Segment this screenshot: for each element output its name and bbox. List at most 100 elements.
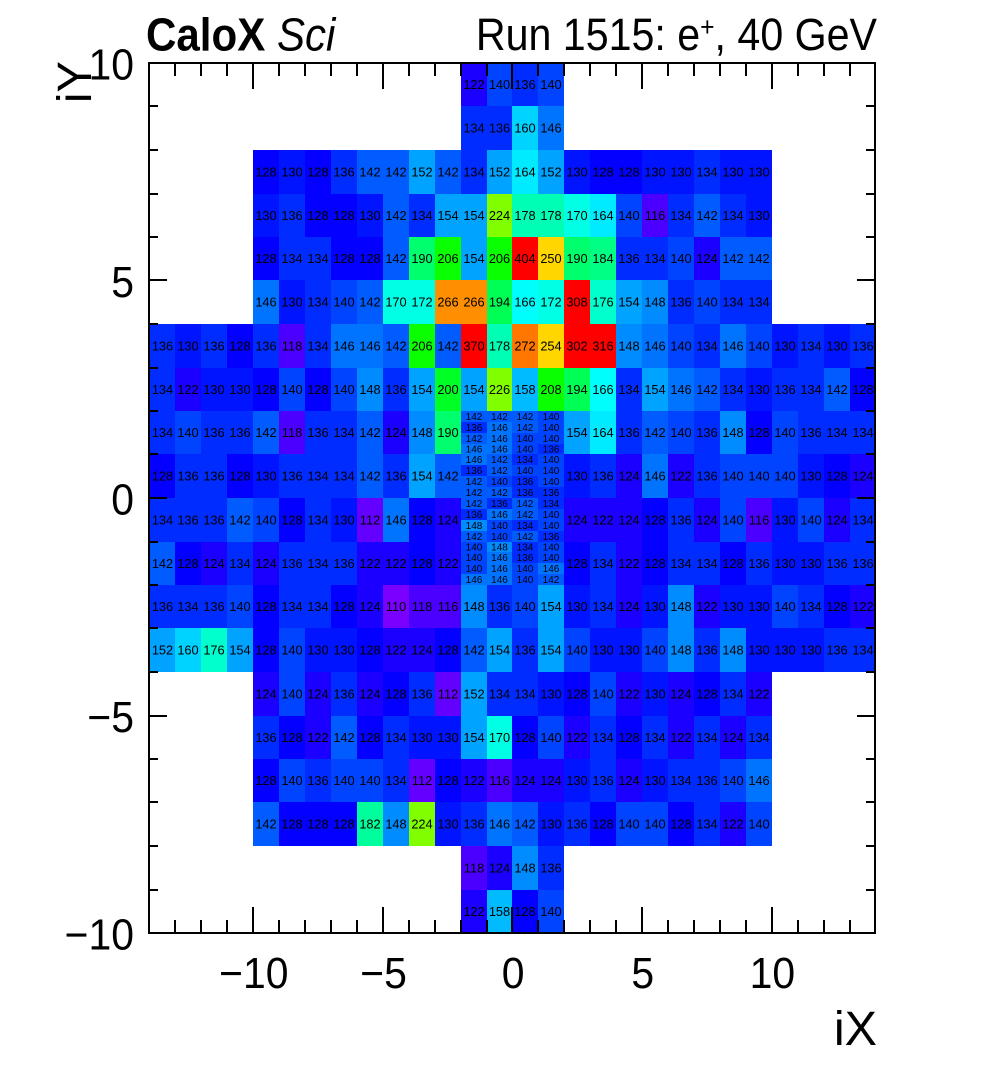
svg-text:140: 140 [540, 730, 561, 745]
svg-text:302: 302 [566, 338, 587, 353]
svg-text:154: 154 [411, 468, 432, 483]
svg-text:152: 152 [463, 686, 484, 701]
svg-text:176: 176 [592, 294, 613, 309]
svg-text:124: 124 [540, 773, 561, 788]
svg-text:124: 124 [255, 556, 276, 571]
svg-text:190: 190 [437, 425, 458, 440]
svg-text:146: 146 [748, 773, 769, 788]
svg-text:128: 128 [152, 468, 173, 483]
svg-text:140: 140 [255, 512, 276, 527]
svg-text:128: 128 [255, 164, 276, 179]
svg-text:224: 224 [411, 816, 432, 831]
svg-text:266: 266 [437, 294, 458, 309]
svg-text:146: 146 [491, 444, 508, 455]
svg-text:152: 152 [152, 642, 173, 657]
svg-text:122: 122 [177, 382, 198, 397]
svg-text:130: 130 [644, 164, 665, 179]
svg-text:136: 136 [618, 251, 639, 266]
svg-text:130: 130 [229, 382, 250, 397]
svg-text:146: 146 [466, 575, 483, 586]
svg-text:146: 146 [644, 338, 665, 353]
svg-text:250: 250 [540, 251, 561, 266]
svg-text:142: 142 [359, 164, 380, 179]
svg-text:142: 142 [466, 412, 483, 423]
svg-text:134: 134 [696, 730, 717, 745]
svg-text:134: 134 [696, 164, 717, 179]
svg-text:134: 134 [592, 730, 613, 745]
svg-text:136: 136 [489, 599, 510, 614]
svg-text:142: 142 [437, 164, 458, 179]
svg-text:154: 154 [644, 382, 665, 397]
svg-text:134: 134 [177, 599, 198, 614]
svg-text:134: 134 [800, 382, 821, 397]
svg-text:130: 130 [566, 468, 587, 483]
svg-text:142: 142 [437, 468, 458, 483]
svg-text:136: 136 [466, 466, 483, 477]
svg-text:136: 136 [281, 556, 302, 571]
svg-text:140: 140 [543, 510, 560, 521]
svg-text:136: 136 [333, 556, 354, 571]
svg-text:130: 130 [255, 468, 276, 483]
svg-text:134: 134 [852, 642, 873, 657]
svg-text:130: 130 [177, 338, 198, 353]
svg-text:128: 128 [722, 556, 743, 571]
svg-text:170: 170 [489, 730, 510, 745]
svg-text:164: 164 [514, 164, 535, 179]
svg-text:146: 146 [491, 553, 508, 564]
svg-text:122: 122 [592, 512, 613, 527]
svg-text:122: 122 [748, 686, 769, 701]
svg-text:128: 128 [514, 904, 535, 919]
svg-text:134: 134 [463, 164, 484, 179]
svg-text:134: 134 [517, 542, 534, 553]
svg-text:128: 128 [566, 686, 587, 701]
svg-text:130: 130 [644, 773, 665, 788]
svg-text:134: 134 [281, 251, 302, 266]
svg-text:136: 136 [517, 477, 534, 488]
svg-text:134: 134 [722, 294, 743, 309]
svg-text:136: 136 [203, 338, 224, 353]
svg-text:134: 134 [644, 730, 665, 745]
svg-text:136: 136 [748, 556, 769, 571]
svg-text:136: 136 [333, 164, 354, 179]
svg-text:136: 136 [177, 512, 198, 527]
svg-text:140: 140 [543, 466, 560, 477]
svg-text:140: 140 [359, 773, 380, 788]
svg-text:140: 140 [543, 477, 560, 488]
svg-text:130: 130 [540, 816, 561, 831]
svg-text:142: 142 [385, 251, 406, 266]
svg-text:148: 148 [411, 425, 432, 440]
svg-text:112: 112 [360, 512, 380, 527]
svg-text:146: 146 [491, 575, 508, 586]
svg-text:Run 1515: e+, 40 GeV: Run 1515: e+, 40 GeV [476, 10, 877, 60]
svg-text:140: 140 [644, 642, 665, 657]
svg-text:140: 140 [722, 512, 743, 527]
svg-text:178: 178 [489, 338, 510, 353]
svg-text:140: 140 [540, 904, 561, 919]
svg-text:130: 130 [281, 164, 302, 179]
svg-text:130: 130 [800, 556, 821, 571]
svg-text:154: 154 [489, 642, 510, 657]
svg-text:370: 370 [463, 338, 484, 353]
svg-text:128: 128 [307, 816, 328, 831]
svg-text:140: 140 [517, 466, 534, 477]
svg-text:128: 128 [437, 642, 458, 657]
svg-text:146: 146 [489, 816, 510, 831]
svg-text:134: 134 [722, 208, 743, 223]
svg-text:128: 128 [411, 512, 432, 527]
svg-text:142: 142 [359, 294, 380, 309]
svg-text:146: 146 [385, 512, 406, 527]
svg-text:128: 128 [307, 164, 328, 179]
svg-text:124: 124 [566, 512, 587, 527]
svg-text:124: 124 [385, 425, 406, 440]
svg-text:140: 140 [489, 77, 510, 92]
svg-text:130: 130 [774, 642, 795, 657]
svg-text:136: 136 [517, 488, 534, 499]
svg-text:136: 136 [826, 642, 847, 657]
svg-text:136: 136 [333, 686, 354, 701]
svg-text:142: 142 [644, 425, 665, 440]
svg-text:148: 148 [722, 425, 743, 440]
svg-text:146: 146 [543, 564, 560, 575]
svg-text:134: 134 [307, 599, 328, 614]
svg-text:128: 128 [359, 251, 380, 266]
svg-text:158: 158 [489, 904, 510, 919]
